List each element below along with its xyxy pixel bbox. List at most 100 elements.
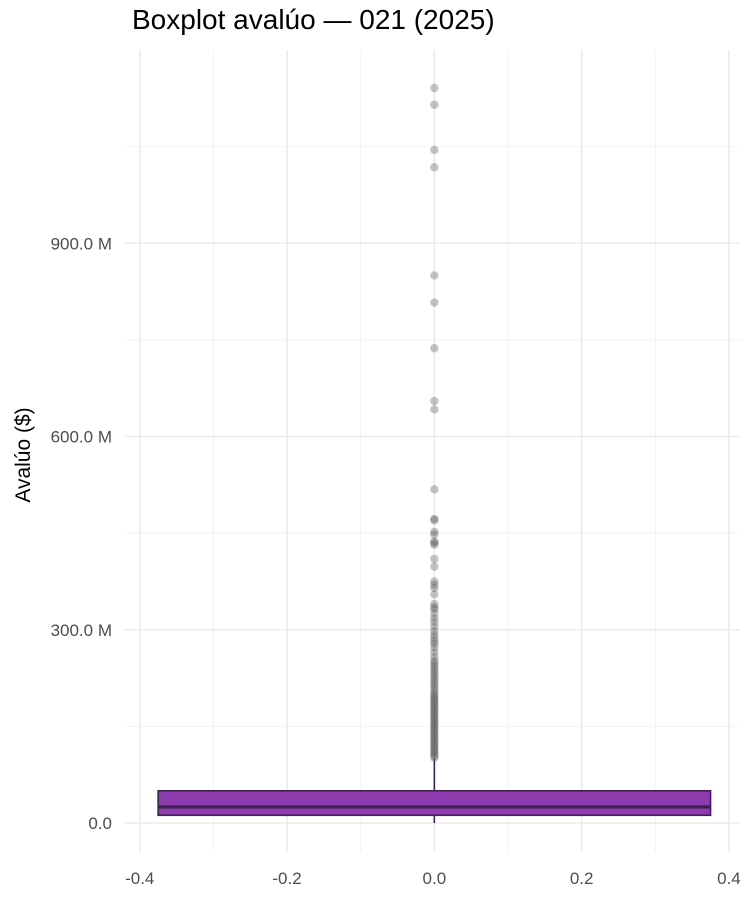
outlier-point (430, 540, 439, 549)
outlier-point (430, 630, 439, 640)
outlier-point (430, 742, 439, 751)
x-tick-label: 0.4 (717, 869, 741, 888)
y-tick-label: 600.0 M (51, 428, 112, 447)
outlier-point (430, 656, 439, 665)
outlier-point (430, 633, 439, 643)
outlier-point (430, 661, 439, 671)
outlier-point (430, 604, 439, 614)
outlier-point (430, 709, 439, 718)
outlier-point (430, 740, 439, 749)
outlier-point (430, 671, 439, 681)
outlier-point (430, 747, 439, 757)
grid (125, 50, 740, 852)
outlier-point (430, 485, 439, 494)
outlier-point (430, 617, 439, 627)
outlier-point (430, 713, 439, 722)
box (157, 790, 712, 817)
outlier-point (430, 722, 439, 732)
outlier-point (430, 577, 439, 586)
y-tick-label: 900.0 M (51, 234, 112, 253)
outlier-point (430, 514, 439, 524)
outlier-point (430, 666, 439, 676)
outlier-point (430, 664, 439, 673)
outlier-point (430, 659, 439, 668)
outlier-point (430, 691, 439, 701)
outlier-point (430, 720, 439, 730)
outlier-point (430, 527, 439, 537)
outlier-point (430, 751, 439, 761)
outlier-point (430, 516, 439, 525)
outlier-point (430, 405, 439, 414)
outlier-point (430, 705, 439, 714)
outliers (430, 83, 439, 763)
y-tick-label: 300.0 M (51, 621, 112, 640)
outlier-point (430, 689, 439, 699)
outlier-point (430, 711, 439, 720)
x-tick-label: -0.2 (272, 869, 301, 888)
outlier-point (430, 639, 439, 649)
outlier-point (430, 697, 439, 707)
outlier-point (430, 717, 439, 726)
y-ticks: 0.0 300.0 M 600.0 M 900.0 M (51, 234, 112, 833)
outlier-point (430, 732, 439, 741)
outlier-point (430, 728, 439, 738)
outlier-point (430, 145, 439, 155)
outlier-point (430, 648, 439, 657)
box-iqr (157, 790, 712, 817)
outlier-point (430, 695, 439, 705)
outlier-point (430, 682, 439, 691)
outlier-point (430, 699, 439, 709)
outlier-point (430, 637, 439, 646)
outlier-point (430, 163, 439, 172)
outlier-point (430, 344, 439, 353)
outlier-point (430, 271, 439, 280)
outlier-point (430, 684, 439, 694)
outlier-point (430, 730, 439, 739)
outlier-point (430, 701, 439, 710)
outlier-point (430, 677, 439, 686)
outlier-point (430, 687, 439, 696)
outlier-point (430, 603, 439, 612)
outlier-point (430, 734, 439, 743)
outlier-point (430, 298, 439, 307)
outlier-point (430, 738, 439, 747)
outlier-point (430, 538, 439, 547)
outlier-point (430, 530, 439, 539)
outlier-point (430, 613, 439, 623)
outlier-point (430, 599, 439, 609)
outlier-point (430, 652, 439, 662)
outlier-point (430, 703, 439, 712)
outlier-point (430, 583, 439, 593)
outlier-point (430, 693, 439, 703)
outlier-point (430, 643, 439, 652)
x-ticks: -0.4 -0.2 0.0 0.2 0.4 (125, 869, 741, 888)
outlier-point (430, 724, 439, 734)
outlier-point (430, 626, 439, 636)
x-tick-label: 0.2 (570, 869, 594, 888)
x-tick-label: -0.4 (125, 869, 154, 888)
outlier-point (430, 674, 439, 683)
outlier-point (430, 718, 439, 728)
outlier-point (430, 396, 439, 406)
outlier-point (430, 753, 439, 763)
outlier-point (430, 580, 439, 589)
y-tick-label: 0.0 (88, 814, 112, 833)
outlier-point (430, 622, 439, 631)
outlier-point (430, 715, 439, 724)
outlier-point (430, 736, 439, 745)
outlier-point (430, 744, 439, 753)
outlier-point (430, 83, 439, 93)
outlier-point (430, 100, 439, 109)
outlier-point (430, 726, 439, 736)
outlier-point (430, 609, 439, 618)
outlier-point (430, 554, 439, 564)
outlier-point (430, 679, 439, 689)
chart-title: Boxplot avalúo — 021 (2025) (132, 4, 495, 35)
outlier-point (430, 749, 439, 759)
outlier-point (430, 537, 439, 546)
x-tick-label: 0.0 (423, 869, 447, 888)
y-axis-title: Avalúo ($) (12, 407, 35, 502)
outlier-point (430, 707, 439, 716)
outlier-point (430, 590, 439, 599)
